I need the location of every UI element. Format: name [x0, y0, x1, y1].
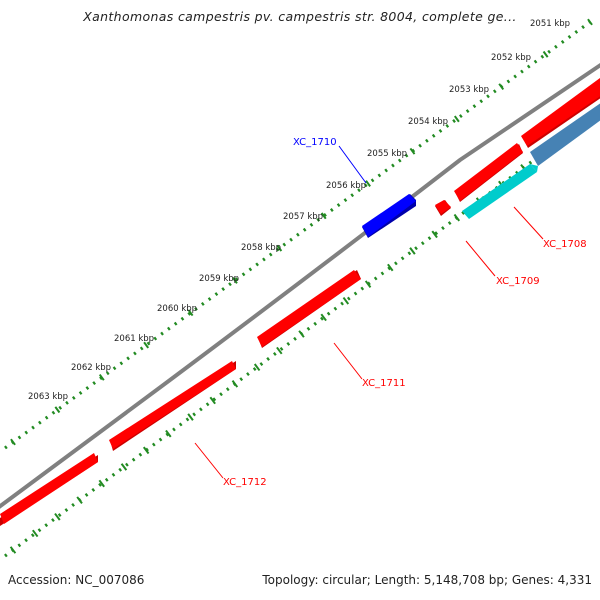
gene-label-xc-1708[interactable]: XC_1708	[543, 239, 587, 250]
ruler-tick	[187, 309, 194, 317]
ruler-tick	[387, 263, 394, 272]
ruler-tick	[231, 380, 239, 388]
ruler-tick	[98, 479, 105, 488]
genome-backbone	[0, 62, 600, 509]
ruler-tick	[98, 373, 105, 381]
ruler-label-2052: 2052 kbp	[491, 53, 531, 63]
genome-title: Xanthomonas campestris pv. campestris st…	[83, 9, 517, 24]
ruler-tick	[587, 18, 593, 26]
ruler-tick	[409, 147, 416, 155]
ruler-label-2056: 2056 kbp	[326, 181, 366, 191]
ruler-tick	[409, 247, 416, 255]
ruler-tick	[364, 280, 372, 288]
ruler-tick	[253, 363, 261, 372]
ruler-tick	[209, 396, 216, 405]
ruler-tick	[54, 406, 61, 414]
ruler-label-2063: 2063 kbp	[28, 392, 68, 402]
ruler-tick	[542, 50, 549, 58]
gene-label-xc-1712[interactable]: XC_1712	[223, 477, 267, 488]
gene-label-xc-1709[interactable]: XC_1709	[496, 276, 540, 287]
gene-xc-1708[interactable]	[454, 143, 523, 202]
ruler-tick	[453, 115, 460, 123]
ruler-label-2055: 2055 kbp	[367, 149, 407, 159]
leader-line-xc-1709	[465, 240, 496, 277]
ruler-tick	[365, 180, 371, 187]
ruler-tick	[232, 277, 238, 284]
leader-line-xc-1710	[338, 145, 367, 184]
gene-xc-1711[interactable]	[257, 270, 361, 348]
gene-upper-right[interactable]	[521, 75, 600, 148]
ruler-label-2061: 2061 kbp	[114, 334, 154, 344]
ruler-label-2051: 2051 kbp	[530, 19, 570, 29]
leader-line-xc-1711	[333, 342, 363, 380]
genome-stats-label: Topology: circular; Length: 5,148,708 bp…	[262, 573, 592, 587]
gene-label-xc-1711[interactable]: XC_1711	[362, 378, 406, 389]
cds-feature-band[interactable]	[462, 100, 600, 219]
ruler-tick	[165, 429, 172, 438]
ruler-tick	[143, 341, 150, 349]
accession-label: Accession: NC_007086	[8, 573, 145, 587]
ruler-tick	[31, 529, 39, 538]
outer-ruler-track	[4, 20, 591, 450]
ruler-tick	[276, 244, 283, 252]
ruler-label-2054: 2054 kbp	[408, 117, 448, 127]
ruler-tick	[498, 83, 505, 91]
ruler-tick	[120, 463, 128, 471]
ruler-tick	[76, 496, 83, 504]
gene-xc-1709[interactable]	[435, 200, 451, 216]
ruler-tick	[10, 438, 16, 446]
ruler-tick	[431, 230, 438, 239]
ruler-tick	[342, 296, 350, 305]
gene-xc-1710[interactable]	[362, 194, 416, 238]
ruler-label-2059: 2059 kbp	[199, 274, 239, 284]
ruler-tick	[142, 446, 150, 455]
gene-label-xc-1710[interactable]: XC_1710	[293, 137, 337, 148]
ruler-tick	[54, 512, 61, 521]
ruler-label-2053: 2053 kbp	[449, 85, 489, 95]
ruler-label-2062: 2062 kbp	[71, 363, 111, 373]
ruler-tick	[276, 346, 283, 355]
ruler-tick	[9, 546, 17, 554]
ruler-ticks-group	[9, 18, 594, 554]
ruler-tick	[320, 313, 327, 322]
ruler-label-2057: 2057 kbp	[283, 212, 323, 222]
gene-xc-1712-block-a[interactable]	[0, 453, 98, 526]
ruler-tick	[298, 330, 305, 338]
gene-xc-1712-block-b[interactable]	[109, 361, 236, 451]
ruler-tick	[453, 213, 461, 222]
ruler-label-2060: 2060 kbp	[157, 304, 197, 314]
ruler-tick	[320, 212, 327, 220]
leader-line-xc-1708	[513, 206, 544, 240]
ruler-label-2058: 2058 kbp	[241, 243, 281, 253]
leader-line-xc-1712	[194, 442, 224, 479]
ruler-tick	[187, 413, 194, 421]
